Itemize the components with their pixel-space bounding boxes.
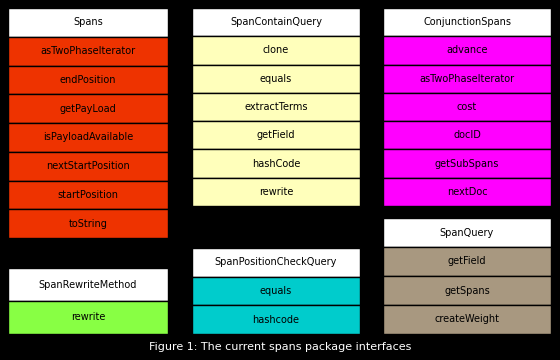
Text: SpanPositionCheckQuery: SpanPositionCheckQuery [215, 257, 337, 267]
Bar [8, 123, 168, 152]
Text: advance: advance [446, 45, 488, 55]
Bar [8, 94, 168, 123]
Text: hashCode: hashCode [252, 158, 300, 168]
Bar [192, 305, 360, 334]
Text: docID: docID [453, 130, 481, 140]
Text: rewrite: rewrite [71, 312, 105, 323]
Text: nextStartPosition: nextStartPosition [46, 161, 130, 171]
Text: getSpans: getSpans [444, 285, 490, 296]
Text: SpanQuery: SpanQuery [440, 228, 494, 238]
Bar [8, 268, 168, 301]
Text: startPosition: startPosition [58, 190, 119, 200]
Bar [383, 93, 551, 121]
Bar [8, 180, 168, 209]
Text: clone: clone [263, 45, 289, 55]
Text: equals: equals [260, 286, 292, 296]
Bar [383, 305, 551, 334]
Text: equals: equals [260, 74, 292, 84]
Bar [8, 152, 168, 180]
Bar [192, 36, 360, 64]
Bar [192, 64, 360, 93]
Text: isPayloadAvailable: isPayloadAvailable [43, 132, 133, 142]
Text: getField: getField [448, 256, 486, 266]
Bar [383, 121, 551, 149]
Text: hashcode: hashcode [253, 315, 300, 325]
Text: getPayLoad: getPayLoad [59, 104, 116, 114]
Text: asTwoPhaseIterator: asTwoPhaseIterator [419, 74, 515, 84]
Text: asTwoPhaseIterator: asTwoPhaseIterator [40, 46, 136, 56]
Bar [383, 178, 551, 206]
Bar [8, 66, 168, 94]
Bar [8, 301, 168, 334]
Text: extractTerms: extractTerms [244, 102, 308, 112]
Text: rewrite: rewrite [259, 187, 293, 197]
Bar [8, 8, 168, 37]
Text: ConjunctionSpans: ConjunctionSpans [423, 17, 511, 27]
Text: getField: getField [256, 130, 295, 140]
Bar [192, 248, 360, 277]
Bar [192, 149, 360, 178]
Bar [192, 93, 360, 121]
Bar [383, 8, 551, 36]
Bar [383, 247, 551, 276]
Text: nextDoc: nextDoc [447, 187, 487, 197]
Bar [8, 209, 168, 238]
Text: SpanRewriteMethod: SpanRewriteMethod [39, 279, 137, 289]
Bar [383, 149, 551, 178]
Bar [192, 121, 360, 149]
Bar [383, 218, 551, 247]
Bar [383, 64, 551, 93]
Bar [192, 178, 360, 206]
Text: Spans: Spans [73, 17, 103, 27]
Text: cost: cost [457, 102, 477, 112]
Text: toString: toString [68, 219, 108, 229]
Text: SpanContainQuery: SpanContainQuery [230, 17, 322, 27]
Bar [383, 276, 551, 305]
Text: Figure 1: The current spans package interfaces: Figure 1: The current spans package inte… [149, 342, 411, 352]
Text: createWeight: createWeight [435, 315, 500, 324]
Bar [8, 37, 168, 66]
Bar [192, 8, 360, 36]
Text: endPosition: endPosition [60, 75, 116, 85]
Text: getSubSpans: getSubSpans [435, 158, 499, 168]
Bar [383, 36, 551, 64]
Bar [192, 277, 360, 305]
